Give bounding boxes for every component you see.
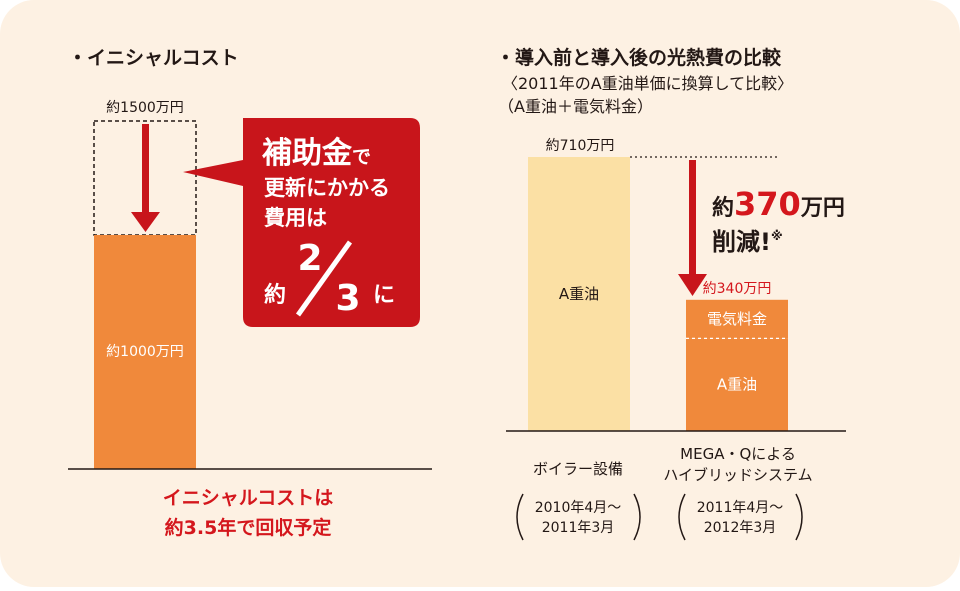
period-before-line1: 2010年4月〜 xyxy=(535,500,622,516)
period-before-line2: 2011年3月 xyxy=(542,520,615,536)
category-label-after-line2: ハイブリッドシステム xyxy=(663,466,812,484)
savings-amount: 約370万円 xyxy=(712,185,845,223)
conclusion-line1: イニシャルコストは xyxy=(163,487,334,509)
category-label-after-line1: MEGA・Qによる xyxy=(680,445,796,463)
bar-segment-label: A重油 xyxy=(717,376,757,394)
bar-segment-after-0 xyxy=(686,338,788,431)
period-before: 2010年4月〜 2011年3月 xyxy=(516,493,641,541)
bar-segment-before-0 xyxy=(528,157,630,431)
callout-line1: 補助金で xyxy=(261,136,371,171)
category-label-before: ボイラー設備 xyxy=(533,460,623,478)
bar-segment-label: A重油 xyxy=(559,285,599,303)
after-cost-label: 約1000万円 xyxy=(106,344,184,360)
right-subtitle2: （A重油＋電気料金） xyxy=(498,97,653,116)
conclusion-line2: 約3.5年で回収予定 xyxy=(165,516,332,539)
savings-line2: 削減!※ xyxy=(712,228,783,256)
subsidy-callout: 補助金で 更新にかかる 費用は 約 2 3 に xyxy=(183,118,420,327)
fraction-slash xyxy=(295,240,353,317)
savings-arrow xyxy=(678,160,707,296)
after-cost-bar xyxy=(94,235,196,469)
bar-segment-label: 電気料金 xyxy=(707,310,767,328)
fraction-numerator: 2 xyxy=(297,238,322,279)
left-title: ・イニシャルコスト xyxy=(68,47,239,69)
bar-total-label: 約340万円 xyxy=(703,281,772,297)
period-after: 2011年4月〜 2012年3月 xyxy=(678,493,803,541)
callout-prefix: 約 xyxy=(264,282,286,308)
initial-cost-chart: 約1500万円 約1000万円 xyxy=(93,100,197,469)
period-after-line2: 2012年3月 xyxy=(704,520,777,536)
right-title: ・導入前と導入後の光熱費の比較 xyxy=(496,46,782,69)
before-cost-label: 約1500万円 xyxy=(106,100,184,116)
period-after-line1: 2011年4月〜 xyxy=(697,500,784,516)
bar-total-label: 約710万円 xyxy=(546,138,615,154)
reduction-arrow xyxy=(131,124,160,232)
callout-line2: 更新にかかる xyxy=(264,176,390,200)
right-subtitle1: 〈2011年のA重油単価に換算して比較〉 xyxy=(502,74,793,93)
callout-line3: 費用は xyxy=(264,206,327,230)
callout-suffix: に xyxy=(373,283,395,308)
bar-segment-after-1 xyxy=(686,299,788,339)
fraction-denominator: 3 xyxy=(335,278,360,319)
